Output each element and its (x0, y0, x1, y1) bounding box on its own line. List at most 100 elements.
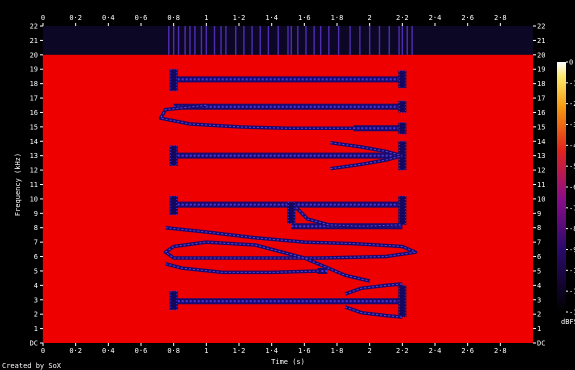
sweep-dots (345, 283, 403, 295)
x-tick-label: 2 (368, 14, 372, 22)
sweep-dots (330, 155, 403, 170)
click-dots (398, 140, 406, 171)
x-axis-top: 0 0·2 0·4 0·6 0·8 1 1·2 1·4 1·6 1·8 2 2·2 2·4 2·6 2·8 (41, 14, 507, 26)
click-dots (398, 100, 406, 113)
x-tick-label: 1·2 (233, 14, 246, 22)
x-tick-label: 2·8 (494, 347, 507, 355)
click-mark (287, 201, 296, 224)
x-tick-label: 0·2 (69, 14, 82, 22)
colorbar-tick-label: -70 (569, 204, 575, 212)
y-tick-label: 10 (30, 195, 38, 203)
click-mark (169, 196, 178, 215)
x-axis-bottom: 0 0·2 0·4 0·6 0·8 1 1·2 1·4 1·6 1·8 2 2·2 2·4 2·6 2·8 (41, 343, 507, 355)
x-tick-label: 0·2 (69, 347, 82, 355)
click-mark (398, 141, 407, 171)
y-tick-label: 22 (30, 23, 38, 31)
colorbar-tick-label: -20 (569, 100, 575, 108)
y-tick-label: 10 (537, 195, 545, 203)
x-tick-label: 1 (204, 14, 208, 22)
click-dots (398, 122, 406, 135)
click-dots (170, 290, 178, 311)
click-mark (398, 122, 407, 135)
x-tick-label: 0 (41, 347, 45, 355)
y-tick-label: 18 (30, 80, 38, 88)
x-tick-label: 1·2 (233, 347, 246, 355)
click-mark (398, 196, 407, 225)
colorbar-tick-label: -100 (569, 267, 575, 275)
click-mark (398, 100, 407, 113)
y-tick-label: 5 (537, 267, 541, 275)
colorbar-tick-label: -30 (569, 121, 575, 129)
y-tick-label: 21 (30, 37, 38, 45)
x-tick-label: 0·4 (102, 347, 115, 355)
y-tick-label: 19 (537, 66, 545, 74)
x-tick-label: 2 (368, 347, 372, 355)
x-tick-label: 0·8 (167, 14, 180, 22)
colorbar-tick-label: -80 (569, 225, 575, 233)
y-tick-label: 7 (537, 239, 541, 247)
click-dots (287, 201, 295, 224)
x-tick-label: 2·2 (396, 14, 409, 22)
y-tick-label: 12 (537, 167, 545, 175)
y-tick-label: 6 (34, 253, 38, 261)
spectral-features (42, 54, 533, 343)
x-axis-label: Time (s) (271, 358, 305, 366)
sweep-dots (330, 142, 403, 157)
y-axis-label: Frequency (kHz) (14, 153, 22, 216)
y-tick-label: 8 (34, 224, 38, 232)
x-tick-label: 2·2 (396, 347, 409, 355)
y-tick-label: 16 (537, 109, 545, 117)
x-tick-label: 1·4 (265, 14, 278, 22)
y-tick-label: 2 (34, 311, 38, 319)
y-tick-label: 6 (537, 253, 541, 261)
x-tick-label: 1·6 (298, 14, 311, 22)
x-tick-label: 2·4 (429, 14, 442, 22)
y-tick-label: 5 (34, 267, 38, 275)
colorbar-tick-label: 0 (569, 59, 573, 67)
x-tick-label: 2·6 (461, 347, 474, 355)
y-tick-label: 15 (537, 123, 545, 131)
y-tick-label: 18 (537, 80, 545, 88)
y-tick-label: DC (30, 340, 38, 348)
x-tick-label: 0·4 (102, 14, 115, 22)
y-tick-label: 20 (537, 51, 545, 59)
click-dots (170, 145, 178, 167)
x-tick-label: 1·8 (331, 14, 344, 22)
credit-text: Created by SoX (2, 362, 62, 370)
y-tick-label: 8 (537, 224, 541, 232)
colorbar-unit: dBFS (561, 318, 575, 326)
click-mark (398, 285, 407, 318)
click-dots (398, 195, 406, 226)
y-tick-label: 9 (34, 210, 38, 218)
y-tick-label: 1 (537, 325, 541, 333)
x-tick-label: 0·6 (135, 14, 148, 22)
sweep-dots (295, 207, 403, 227)
y-tick-label: 22 (537, 23, 545, 31)
y-tick-label: 21 (537, 37, 545, 45)
y-tick-label: 13 (537, 152, 545, 160)
colorbar: 0 -10 -20 -30 -40 -50 -60 -70 -80 -90 -100 -110 -120… (557, 59, 575, 326)
x-tick-label: 0 (41, 14, 45, 22)
signal-floor (43, 54, 533, 344)
colorbar-tick-label: -50 (569, 163, 575, 171)
y-tick-label: 13 (30, 152, 38, 160)
y-tick-label: 1 (34, 325, 38, 333)
x-tick-label: 1·8 (331, 347, 344, 355)
click-dots (170, 195, 178, 216)
y-tick-label: 16 (30, 109, 38, 117)
y-tick-label: 3 (34, 296, 38, 304)
x-tick-label: 1·6 (298, 347, 311, 355)
x-tick-label: 2·6 (461, 14, 474, 22)
colorbar-tick-label: -60 (569, 184, 575, 192)
colorbar-ticks: 0 -10 -20 -30 -40 -50 -60 -70 -80 -90 -100 -110 -120 (566, 59, 575, 317)
click-mark (398, 70, 407, 88)
sweep-dots (345, 306, 403, 318)
y-tick-label: 4 (537, 282, 541, 290)
x-tick-label: 1·4 (265, 347, 278, 355)
y-tick-label: 17 (537, 95, 545, 103)
y-tick-label: 19 (30, 66, 38, 74)
y-tick-label: 3 (537, 296, 541, 304)
y-tick-label: 9 (537, 210, 541, 218)
